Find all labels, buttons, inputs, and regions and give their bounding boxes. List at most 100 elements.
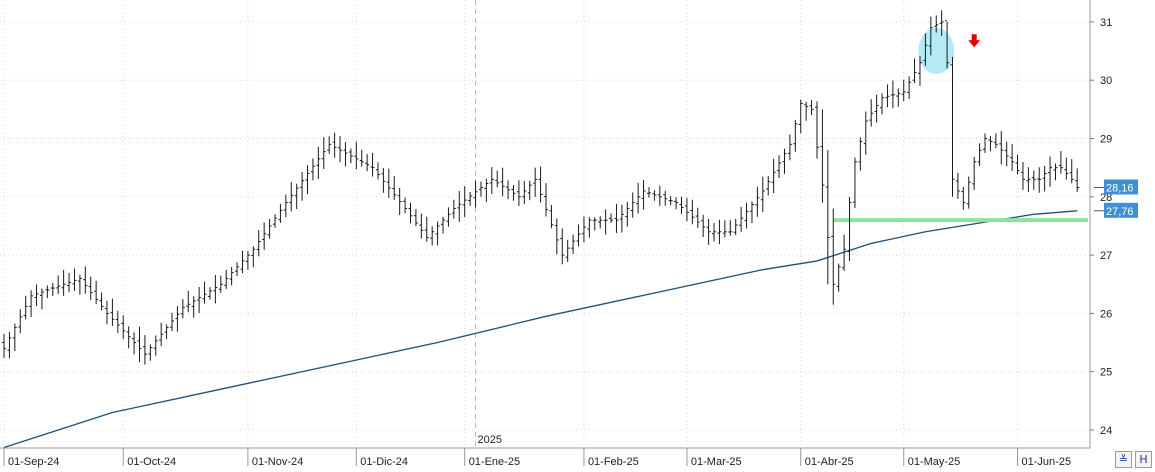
ohlc-bar bbox=[273, 214, 277, 228]
ohlc-bar bbox=[218, 275, 223, 293]
ohlc-bar bbox=[1004, 141, 1009, 167]
ohlc-bar bbox=[7, 332, 12, 359]
ohlc-bar bbox=[365, 154, 370, 172]
ohlc-bar bbox=[890, 80, 895, 109]
ohlc-bar bbox=[256, 229, 261, 257]
ohlc-bar bbox=[283, 194, 288, 218]
ohlc-bar bbox=[45, 285, 50, 299]
ohlc-bar bbox=[50, 282, 55, 296]
ohlc-bar bbox=[354, 141, 359, 170]
moving-average-layer bbox=[3, 210, 1078, 449]
ohlc-bar bbox=[782, 148, 787, 174]
ohlc-bar bbox=[972, 156, 977, 190]
price-tag-label: 27,76 bbox=[1106, 206, 1134, 218]
ohlc-bar bbox=[641, 180, 646, 210]
save-button[interactable]: H bbox=[1135, 451, 1152, 468]
y-tick-label: 25 bbox=[1100, 367, 1112, 379]
ohlc-bar bbox=[630, 192, 635, 218]
ohlc-bar bbox=[684, 197, 689, 222]
moving-average-line bbox=[3, 210, 1078, 449]
ohlc-bar bbox=[950, 56, 955, 197]
ohlc-bar bbox=[999, 131, 1004, 165]
ohlc-bar bbox=[489, 167, 494, 195]
ohlc-bar bbox=[61, 269, 66, 296]
ohlc-bar bbox=[1026, 167, 1031, 192]
ohlc-bar bbox=[213, 274, 218, 304]
ohlc-bar bbox=[121, 315, 126, 339]
ohlc-bar bbox=[435, 221, 440, 246]
ohlc-bar bbox=[749, 201, 754, 224]
ohlc-bar bbox=[132, 332, 137, 355]
ohlc-bar bbox=[538, 166, 543, 203]
ohlc-bar bbox=[1069, 159, 1074, 184]
ohlc-bar bbox=[34, 284, 39, 307]
ohlc-bar bbox=[67, 273, 72, 293]
ohlc-bar bbox=[690, 199, 695, 225]
ohlc-bar bbox=[722, 220, 727, 238]
ohlc-bar bbox=[142, 335, 147, 365]
ohlc-bar bbox=[587, 217, 592, 238]
ohlc-bar bbox=[880, 93, 885, 115]
ohlc-bar bbox=[955, 172, 960, 200]
ohlc-bar bbox=[977, 143, 982, 167]
x-tick-label: 01-Abr-25 bbox=[805, 456, 854, 468]
ohlc-bar bbox=[1037, 167, 1042, 193]
ohlc-bar bbox=[939, 10, 944, 37]
ohlc-bar bbox=[863, 111, 868, 155]
ohlc-bar bbox=[137, 326, 142, 363]
ohlc-bar bbox=[901, 79, 906, 102]
ohlc-bar bbox=[619, 204, 624, 233]
ohlc-bar bbox=[375, 162, 380, 180]
ohlc-bar bbox=[701, 214, 706, 238]
ohlc-bar bbox=[625, 201, 630, 227]
ohlc-bar bbox=[1048, 156, 1053, 187]
ohlc-bar bbox=[29, 290, 34, 318]
ohlc-bar bbox=[712, 223, 717, 242]
x-tick-label: 01-Sep-24 bbox=[8, 456, 59, 468]
ohlc-bar bbox=[766, 176, 771, 196]
year-separator: 2025 bbox=[475, 0, 502, 448]
ohlc-bar bbox=[614, 204, 619, 233]
ohlc-bar bbox=[793, 119, 798, 152]
axes bbox=[0, 0, 1091, 449]
gridlines bbox=[0, 0, 1090, 448]
ohlc-bar bbox=[1031, 170, 1036, 190]
ohlc-bar bbox=[348, 148, 353, 164]
ohlc-bar bbox=[966, 176, 971, 209]
ohlc-bar bbox=[511, 185, 516, 201]
ohlc-bar bbox=[202, 281, 207, 304]
highlight-circle bbox=[918, 28, 955, 75]
ohlc-bar bbox=[148, 344, 153, 361]
ohlc-bar bbox=[175, 305, 180, 332]
ohlc-bar bbox=[338, 136, 343, 163]
ohlc-bar bbox=[262, 222, 267, 250]
ohlc-bar bbox=[424, 216, 429, 242]
ohlc-bar bbox=[1058, 151, 1063, 174]
ohlc-bar bbox=[159, 322, 164, 347]
ohlc-bar bbox=[1020, 161, 1025, 190]
ohlc-bar bbox=[983, 133, 988, 154]
ohlc-bar bbox=[825, 150, 830, 285]
ohlc-bar bbox=[533, 167, 538, 197]
ohlc-bar bbox=[99, 292, 104, 311]
ohlc-bar bbox=[928, 16, 933, 56]
ohlc-bar bbox=[245, 250, 250, 270]
ohlc-bar bbox=[321, 137, 326, 170]
ohlc-bar bbox=[457, 191, 462, 222]
ohlc-bar bbox=[581, 216, 586, 243]
ohlc-bar bbox=[408, 202, 413, 224]
ohlc-bar bbox=[39, 288, 44, 310]
ohlc-bar bbox=[500, 167, 505, 197]
ohlc-bar bbox=[912, 58, 917, 84]
ohlc-bar bbox=[896, 88, 901, 107]
ohlc-bar bbox=[56, 275, 61, 295]
ohlc-bar bbox=[2, 333, 6, 358]
ohlc-bar bbox=[495, 170, 500, 188]
ohlc-bar bbox=[652, 190, 657, 201]
ohlc-bar bbox=[874, 94, 879, 123]
price-tag-box bbox=[1104, 202, 1138, 218]
zoom-button[interactable]: ≚ bbox=[1115, 451, 1132, 468]
ohlc-bar bbox=[993, 133, 998, 149]
price-tag: 28,16 bbox=[1094, 179, 1138, 195]
